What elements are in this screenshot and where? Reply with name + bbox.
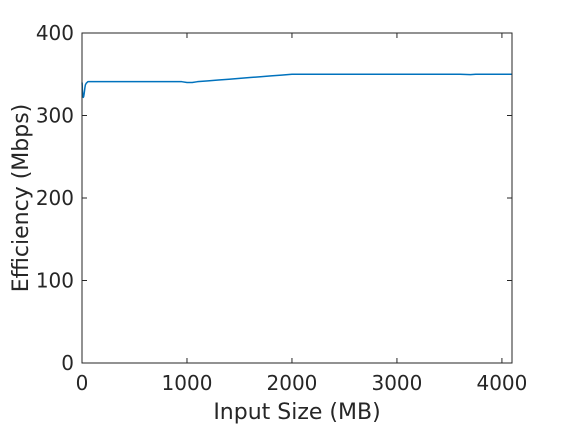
y-axis-label: Efficiency (Mbps) bbox=[9, 104, 34, 293]
x-tick-label-1: 1000 bbox=[162, 371, 213, 395]
x-axis: 0 1000 2000 3000 4000 bbox=[76, 33, 527, 395]
x-tick-label-2: 2000 bbox=[267, 371, 318, 395]
y-axis: 0 100 200 300 400 bbox=[36, 21, 512, 375]
plot-area bbox=[82, 33, 512, 363]
x-tick-label-4: 4000 bbox=[476, 371, 527, 395]
y-tick-label-1: 100 bbox=[36, 269, 74, 293]
series-layer bbox=[81, 73, 512, 99]
x-tick-label-0: 0 bbox=[76, 371, 89, 395]
y-tick-label-0: 0 bbox=[61, 351, 74, 375]
x-axis-label: Input Size (MB) bbox=[213, 400, 380, 425]
x-tick-label-3: 3000 bbox=[371, 371, 422, 395]
y-tick-label-3: 300 bbox=[36, 104, 74, 128]
y-tick-label-4: 400 bbox=[36, 21, 74, 45]
series-line-1 bbox=[81, 73, 512, 99]
y-tick-label-2: 200 bbox=[36, 186, 74, 210]
